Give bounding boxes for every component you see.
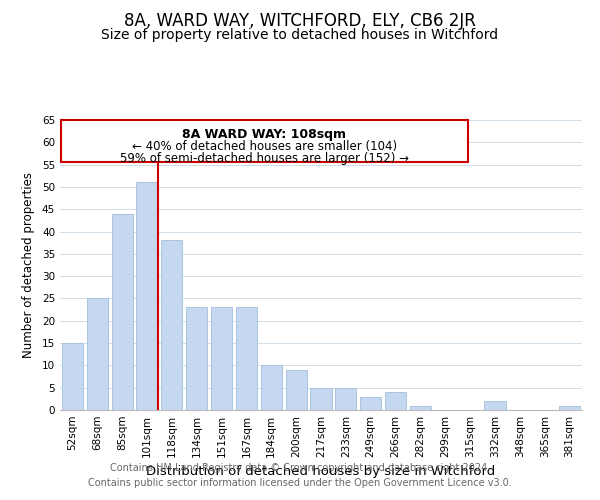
Bar [310,388,332,410]
Text: Size of property relative to detached houses in Witchford: Size of property relative to detached ho… [101,28,499,42]
Bar [136,182,158,410]
Bar [335,388,356,410]
Y-axis label: Number of detached properties: Number of detached properties [22,172,35,358]
Bar [186,308,207,410]
Text: ← 40% of detached houses are smaller (104): ← 40% of detached houses are smaller (10… [132,140,397,153]
Bar [385,392,406,410]
Bar [559,406,580,410]
Bar [62,343,83,410]
Bar [484,401,506,410]
Text: Contains HM Land Registry data © Crown copyright and database right 2024.
Contai: Contains HM Land Registry data © Crown c… [88,462,512,487]
Text: 8A WARD WAY: 108sqm: 8A WARD WAY: 108sqm [182,128,346,141]
Bar [360,396,381,410]
Bar [236,308,257,410]
Text: 8A, WARD WAY, WITCHFORD, ELY, CB6 2JR: 8A, WARD WAY, WITCHFORD, ELY, CB6 2JR [124,12,476,30]
Bar [211,308,232,410]
Bar [286,370,307,410]
Bar [410,406,431,410]
Text: 59% of semi-detached houses are larger (152) →: 59% of semi-detached houses are larger (… [120,152,409,165]
FancyBboxPatch shape [61,120,467,162]
Bar [161,240,182,410]
Bar [87,298,108,410]
X-axis label: Distribution of detached houses by size in Witchford: Distribution of detached houses by size … [146,466,496,478]
Bar [112,214,133,410]
Bar [261,366,282,410]
